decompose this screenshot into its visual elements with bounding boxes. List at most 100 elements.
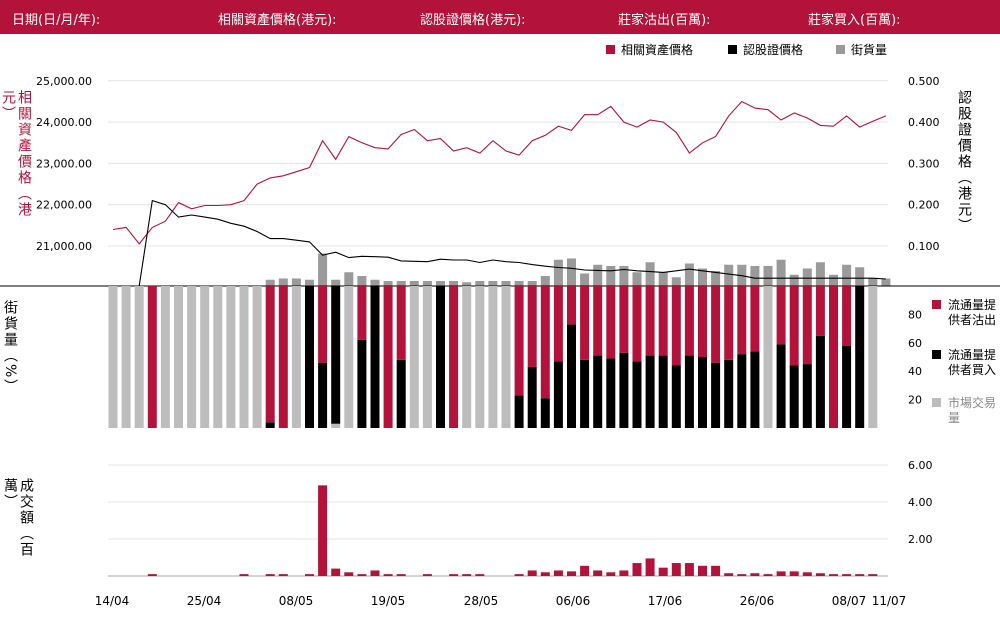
market-volume-bar [462, 286, 472, 428]
lp-sell-bar [815, 286, 825, 336]
turnover-bar [357, 574, 367, 576]
lp-sell-bar [684, 286, 694, 356]
outstanding-bar [684, 263, 694, 286]
outstanding-bar [396, 281, 406, 286]
turnover-bar [711, 565, 721, 576]
turnover-bar [842, 574, 852, 576]
legend-label-middle: 流通量提 [948, 297, 996, 312]
header-warrant: 認股證價格(港元): [420, 13, 526, 28]
legend-swatch-middle [932, 350, 941, 359]
outstanding-bar [868, 278, 878, 286]
turnover-bar [724, 573, 734, 576]
header-mm-buy: 莊家買入(百萬): [808, 13, 901, 28]
lp-buy-bar [527, 366, 537, 428]
turnover-bar [567, 571, 576, 576]
legend-swatch-middle [932, 398, 941, 407]
outstanding-bar [527, 281, 537, 286]
lp-buy-bar [436, 286, 445, 428]
turnover-bar [684, 563, 694, 576]
axis-label-outstanding: 街貨量（%） [2, 300, 18, 396]
lp-sell-bar [396, 286, 406, 360]
outstanding-bar [488, 281, 498, 286]
turnover-bar [606, 572, 616, 576]
lp-sell-bar [711, 286, 721, 363]
market-volume-bar [200, 286, 210, 428]
turnover-bar [422, 574, 432, 576]
right-axis-label-warrant: 認股證價格（港元） [956, 90, 972, 234]
outstanding-bar [698, 268, 707, 286]
outstanding-bar [711, 271, 721, 286]
turnover-bar [449, 574, 459, 576]
lp-buy-bar [789, 365, 799, 428]
legend-label-middle: 量 [948, 411, 960, 425]
outstanding-bar [750, 266, 760, 286]
lp-buy-bar [632, 361, 642, 428]
right-tick-label: 0.500 [908, 75, 940, 88]
x-tick-label: 25/04 [187, 594, 222, 608]
x-tick-label: 11/07 [872, 594, 907, 608]
outstanding-bar [593, 264, 603, 286]
lp-buy-bar [737, 354, 747, 428]
market-volume-bar [174, 286, 183, 428]
turnover-bar [370, 570, 380, 576]
bottom-tick-label: 4.00 [908, 496, 933, 509]
market-volume-bar [134, 286, 144, 428]
outstanding-bar [462, 282, 472, 286]
lp-buy-bar [396, 359, 406, 428]
lp-buy-bar [553, 361, 563, 428]
outstanding-bar [318, 253, 328, 286]
turnover-bar [619, 570, 629, 576]
legend-swatch-top [606, 45, 615, 54]
outstanding-bar [357, 276, 367, 286]
x-tick-label: 14/04 [95, 594, 130, 608]
lp-sell-bar [383, 286, 393, 428]
legend-label-middle: 供者買入 [948, 363, 996, 377]
turnover-bar [305, 574, 314, 576]
outstanding-bar [829, 274, 838, 286]
turnover-bar [383, 574, 393, 576]
legend-label-top: 認股證價格 [743, 42, 803, 57]
lp-sell-bar [553, 286, 563, 362]
right-tick-label: 0.400 [908, 116, 940, 129]
axis-label-turnover: 成交額（百萬） [2, 478, 34, 558]
turnover-bar [855, 574, 865, 576]
lp-buy-bar [318, 362, 328, 428]
turnover-bar [815, 573, 825, 576]
turnover-bar [658, 567, 668, 576]
lp-buy-bar [593, 355, 603, 428]
x-tick-label: 26/06 [740, 594, 775, 608]
turnover-bar [527, 570, 537, 576]
left-axis-label-underlying: 相關資產價格（港元） [0, 90, 32, 218]
outstanding-bar [475, 281, 485, 286]
outstanding-bar [422, 281, 432, 286]
outstanding-bar [291, 278, 301, 286]
turnover-bar [763, 574, 773, 576]
turnover-bar [750, 573, 760, 576]
turnover-bar [318, 485, 328, 576]
legend-label-top: 街貨量 [851, 42, 887, 57]
lp-sell-bar [580, 286, 590, 360]
lp-buy-bar [265, 422, 275, 428]
middle-tick-label: 80 [908, 308, 922, 321]
middle-tick-label: 40 [908, 365, 922, 378]
market-volume-bar [488, 286, 498, 428]
warrant-chart: 25,000.00 24,000.00 23,000.00 22,000.00 21,0… [0, 42, 1000, 608]
lp-sell-bar [449, 286, 459, 428]
outstanding-bar [265, 279, 275, 286]
lp-buy-bar [684, 355, 694, 428]
lp-buy-bar [514, 395, 524, 428]
x-tick-label: 08/05 [279, 594, 314, 608]
left-tick-label: 24,000.00 [36, 116, 92, 129]
outstanding-bar [815, 262, 825, 286]
lp-buy-bar [580, 359, 590, 428]
turnover-bar [147, 574, 157, 576]
x-tick-label: 19/05 [371, 594, 406, 608]
lp-sell-bar [671, 286, 681, 366]
left-tick-label: 23,000.00 [36, 157, 92, 170]
market-volume-bar [291, 286, 301, 428]
outstanding-bar [305, 279, 314, 286]
outstanding-bar [501, 281, 511, 286]
middle-tick-label: 20 [908, 394, 922, 407]
market-volume-bar [422, 286, 432, 428]
legend-swatch-top [836, 45, 845, 54]
